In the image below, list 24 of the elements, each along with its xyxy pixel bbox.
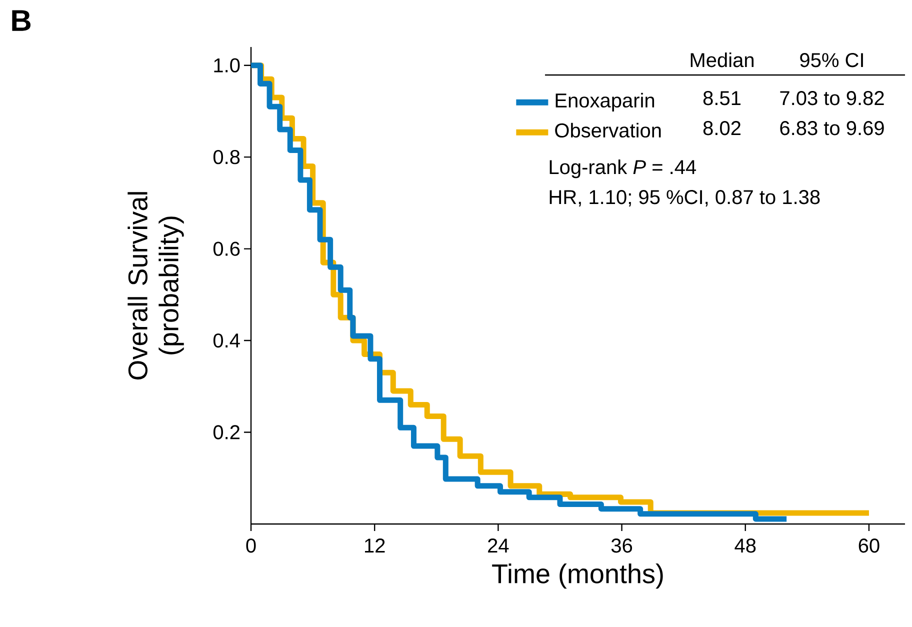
annotation: Median bbox=[690, 52, 754, 68]
y-tick-label: 0.8 bbox=[213, 150, 240, 164]
x-tick-label: 24 bbox=[488, 538, 509, 552]
y-tick-label: 1.0 bbox=[214, 58, 240, 72]
annotation: 7.03 to 9.82 bbox=[780, 91, 884, 106]
legend-label: Observation bbox=[555, 122, 661, 138]
y-tick-label: 0.2 bbox=[213, 425, 240, 440]
x-tick-label: 48 bbox=[734, 538, 756, 553]
x-tick-label: 36 bbox=[611, 538, 632, 553]
y-tick-label: 0.6 bbox=[213, 242, 240, 256]
x-axis-title: Time (months) bbox=[492, 564, 663, 589]
annotation: 95% CI bbox=[800, 53, 863, 68]
annotation: 8.02 bbox=[703, 121, 740, 136]
annotation: 8.51 bbox=[703, 91, 740, 106]
annotation: 6.83 to 9.69 bbox=[780, 121, 884, 136]
annotation: Log-rank P = .44 bbox=[550, 159, 696, 178]
annotation: HR, 1.10; 95 %CI, 0.87 to 1.38 bbox=[550, 190, 820, 207]
x-tick-label: 12 bbox=[365, 538, 385, 552]
x-tick-label: 0 bbox=[246, 538, 256, 553]
chart-title: B bbox=[12, 10, 30, 31]
legend-label: Enoxaparin bbox=[556, 92, 654, 112]
x-tick-label: 60 bbox=[858, 538, 880, 553]
y-tick-label: 0.4 bbox=[213, 333, 240, 348]
y-axis-title: Overall Survival (probability) bbox=[128, 192, 184, 380]
